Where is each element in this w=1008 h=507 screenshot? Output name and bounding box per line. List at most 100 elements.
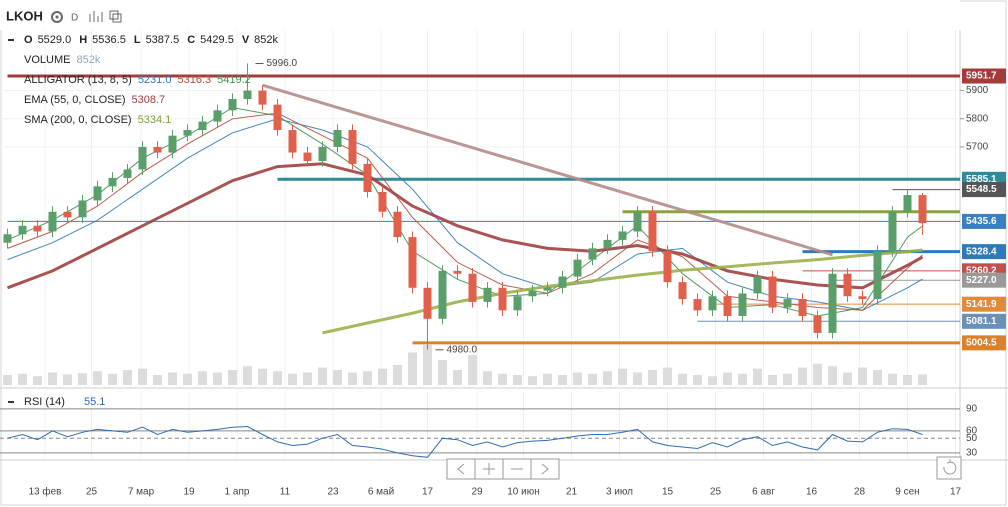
level-label: 5585.1 [966, 174, 997, 185]
legend-value: 852k [76, 54, 100, 66]
interval[interactable]: D [71, 13, 78, 24]
x-tick-label: 9 сен [895, 487, 919, 498]
ohlcv-key: L [134, 34, 141, 46]
candle-body [708, 296, 717, 311]
legend-name: ALLIGATOR (13, 8, 5) [24, 74, 132, 86]
candle-body [918, 195, 927, 224]
level-label-bg [962, 68, 1006, 84]
candle-body [318, 146, 327, 162]
volume-bar [588, 373, 597, 385]
volume-bar [813, 363, 822, 385]
volume-bar [558, 375, 567, 385]
level-label-bg [962, 244, 1006, 260]
volume-bar [123, 370, 132, 385]
ohlcv-key: C [187, 34, 195, 46]
volume-bar [663, 367, 672, 385]
volume-bar [408, 352, 417, 385]
volume-bar [648, 370, 657, 385]
legend-value: 5231.0 [138, 74, 172, 86]
volume-bar [573, 372, 582, 385]
x-tick-label: 13 фев [28, 486, 61, 498]
volume-bar [318, 367, 327, 385]
indicator-line [262, 83, 833, 257]
volume-bar [303, 372, 312, 385]
volume-bar [198, 371, 207, 385]
level-label: 5328.4 [966, 246, 997, 257]
candle-body [738, 293, 747, 316]
compare-icon[interactable] [109, 10, 122, 23]
level-label: 5081.1 [966, 316, 997, 327]
volume-bar [378, 368, 387, 385]
legend-value: 5308.7 [131, 94, 165, 106]
scroll-left[interactable] [446, 458, 476, 480]
volume-bar [183, 373, 192, 385]
ohlcv-value: 5529.0 [38, 34, 72, 46]
rsi-title: RSI (14) [24, 396, 65, 408]
candle-body [813, 315, 822, 333]
candle-body [363, 163, 372, 193]
ohlcv-key: V [242, 34, 250, 46]
scroll-right[interactable] [530, 458, 560, 480]
volume-bar [288, 373, 297, 385]
candle-body [273, 104, 282, 131]
legend-value: 5419.2 [217, 74, 251, 86]
level-label: 5548.5 [966, 184, 997, 195]
volume-bar [453, 370, 462, 385]
x-tick-label: 25 [86, 487, 98, 498]
volume-bar [258, 368, 267, 385]
volume-bar [528, 376, 537, 385]
legend-value: 5334.1 [138, 114, 172, 126]
indicator-line [7, 112, 923, 311]
candle-body [753, 276, 762, 294]
volume-bar [603, 371, 612, 385]
ohlcv-value: 5387.5 [146, 34, 180, 46]
volume-bar [153, 375, 162, 385]
volume-bar [798, 367, 807, 385]
candle-body [873, 251, 882, 300]
volume-bar [918, 374, 927, 385]
volume-bar [168, 372, 177, 385]
indicator-line [7, 118, 923, 311]
x-tick-label: 1 апр [225, 487, 250, 498]
candle-body [138, 146, 147, 170]
candle-body [498, 287, 507, 311]
level-label-bg [962, 272, 1006, 288]
volume-bar [903, 375, 912, 385]
volume-bar [708, 376, 717, 385]
candle-body [843, 273, 852, 297]
x-tick-label: 17 [422, 487, 434, 498]
legend-name: EMA (55, 0, CLOSE) [24, 94, 125, 106]
volume-bar [723, 372, 732, 385]
settings-icon[interactable] [51, 11, 63, 23]
volume-bar [228, 370, 237, 385]
candle-body [543, 287, 552, 291]
volume-bar [618, 368, 627, 385]
indicators-icon[interactable] [89, 11, 103, 22]
level-label: 5004.5 [966, 338, 997, 349]
volume-bar [213, 372, 222, 385]
candle-body [228, 99, 237, 111]
candle-body [303, 152, 312, 162]
candle-body [663, 251, 672, 283]
candle-body [288, 130, 297, 153]
annotation: 5996.0 [267, 58, 298, 69]
x-tick-label: 17 [950, 487, 962, 498]
candle-body [93, 186, 102, 201]
y-tick-label: 5700 [966, 142, 989, 153]
level-label-bg [962, 313, 1006, 329]
x-tick-label: 10 июн [507, 487, 540, 498]
x-tick-label: 23 [327, 487, 339, 498]
volume-bar [363, 371, 372, 385]
candle-body [603, 239, 612, 249]
x-tick-label: 28 [854, 487, 866, 498]
rsi-tick-label: 60 [966, 426, 978, 437]
x-tick-label: 16 [806, 487, 818, 498]
reset-button[interactable] [936, 456, 962, 480]
candle-body [393, 211, 402, 238]
ohlcv-key: H [79, 34, 87, 46]
volume-bar [828, 366, 837, 385]
ohlcv-key: O [24, 34, 33, 46]
legend-value: 5316.3 [177, 74, 211, 86]
level-label: 5141.9 [966, 299, 997, 310]
volume-bar [423, 345, 432, 385]
